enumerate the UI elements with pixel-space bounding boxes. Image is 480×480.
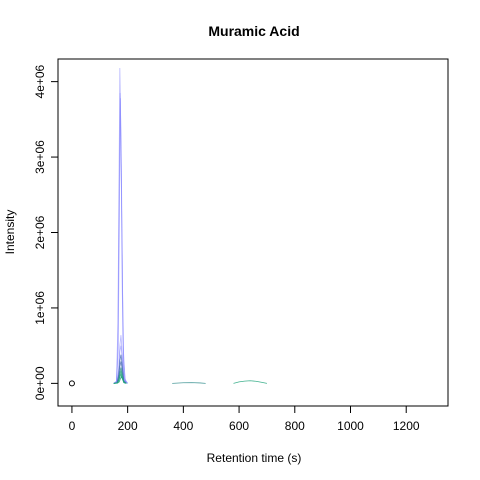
x-tick-label: 600 <box>229 419 249 433</box>
series-line <box>113 98 128 384</box>
y-tick-label: 4e+06 <box>33 64 47 98</box>
x-tick-label: 1200 <box>393 419 420 433</box>
plot-area <box>68 68 268 387</box>
x-axis-label: Retention time (s) <box>207 451 302 465</box>
plot-frame <box>57 58 449 407</box>
origin-marker <box>68 380 75 387</box>
series-line <box>172 382 206 384</box>
x-tick-label: 0 <box>69 419 76 433</box>
y-axis: 0e+00 1e+06 2e+06 3e+06 4e+06 <box>33 64 59 400</box>
series-line <box>113 375 127 384</box>
x-tick-label: 800 <box>285 419 305 433</box>
x-axis: 0 200 400 600 800 1000 1200 <box>69 405 420 433</box>
x-tick-label: 400 <box>173 419 193 433</box>
y-tick-label: 0e+00 <box>33 366 47 400</box>
x-tick-label: 1000 <box>337 419 364 433</box>
y-tick-label: 3e+06 <box>33 140 47 174</box>
y-tick-label: 1e+06 <box>33 291 47 325</box>
x-tick-label: 200 <box>118 419 138 433</box>
series-line <box>233 380 268 384</box>
y-axis-label: Intensity <box>3 210 17 255</box>
chart-title: Muramic Acid <box>208 23 299 39</box>
y-tick-label: 2e+06 <box>33 215 47 249</box>
